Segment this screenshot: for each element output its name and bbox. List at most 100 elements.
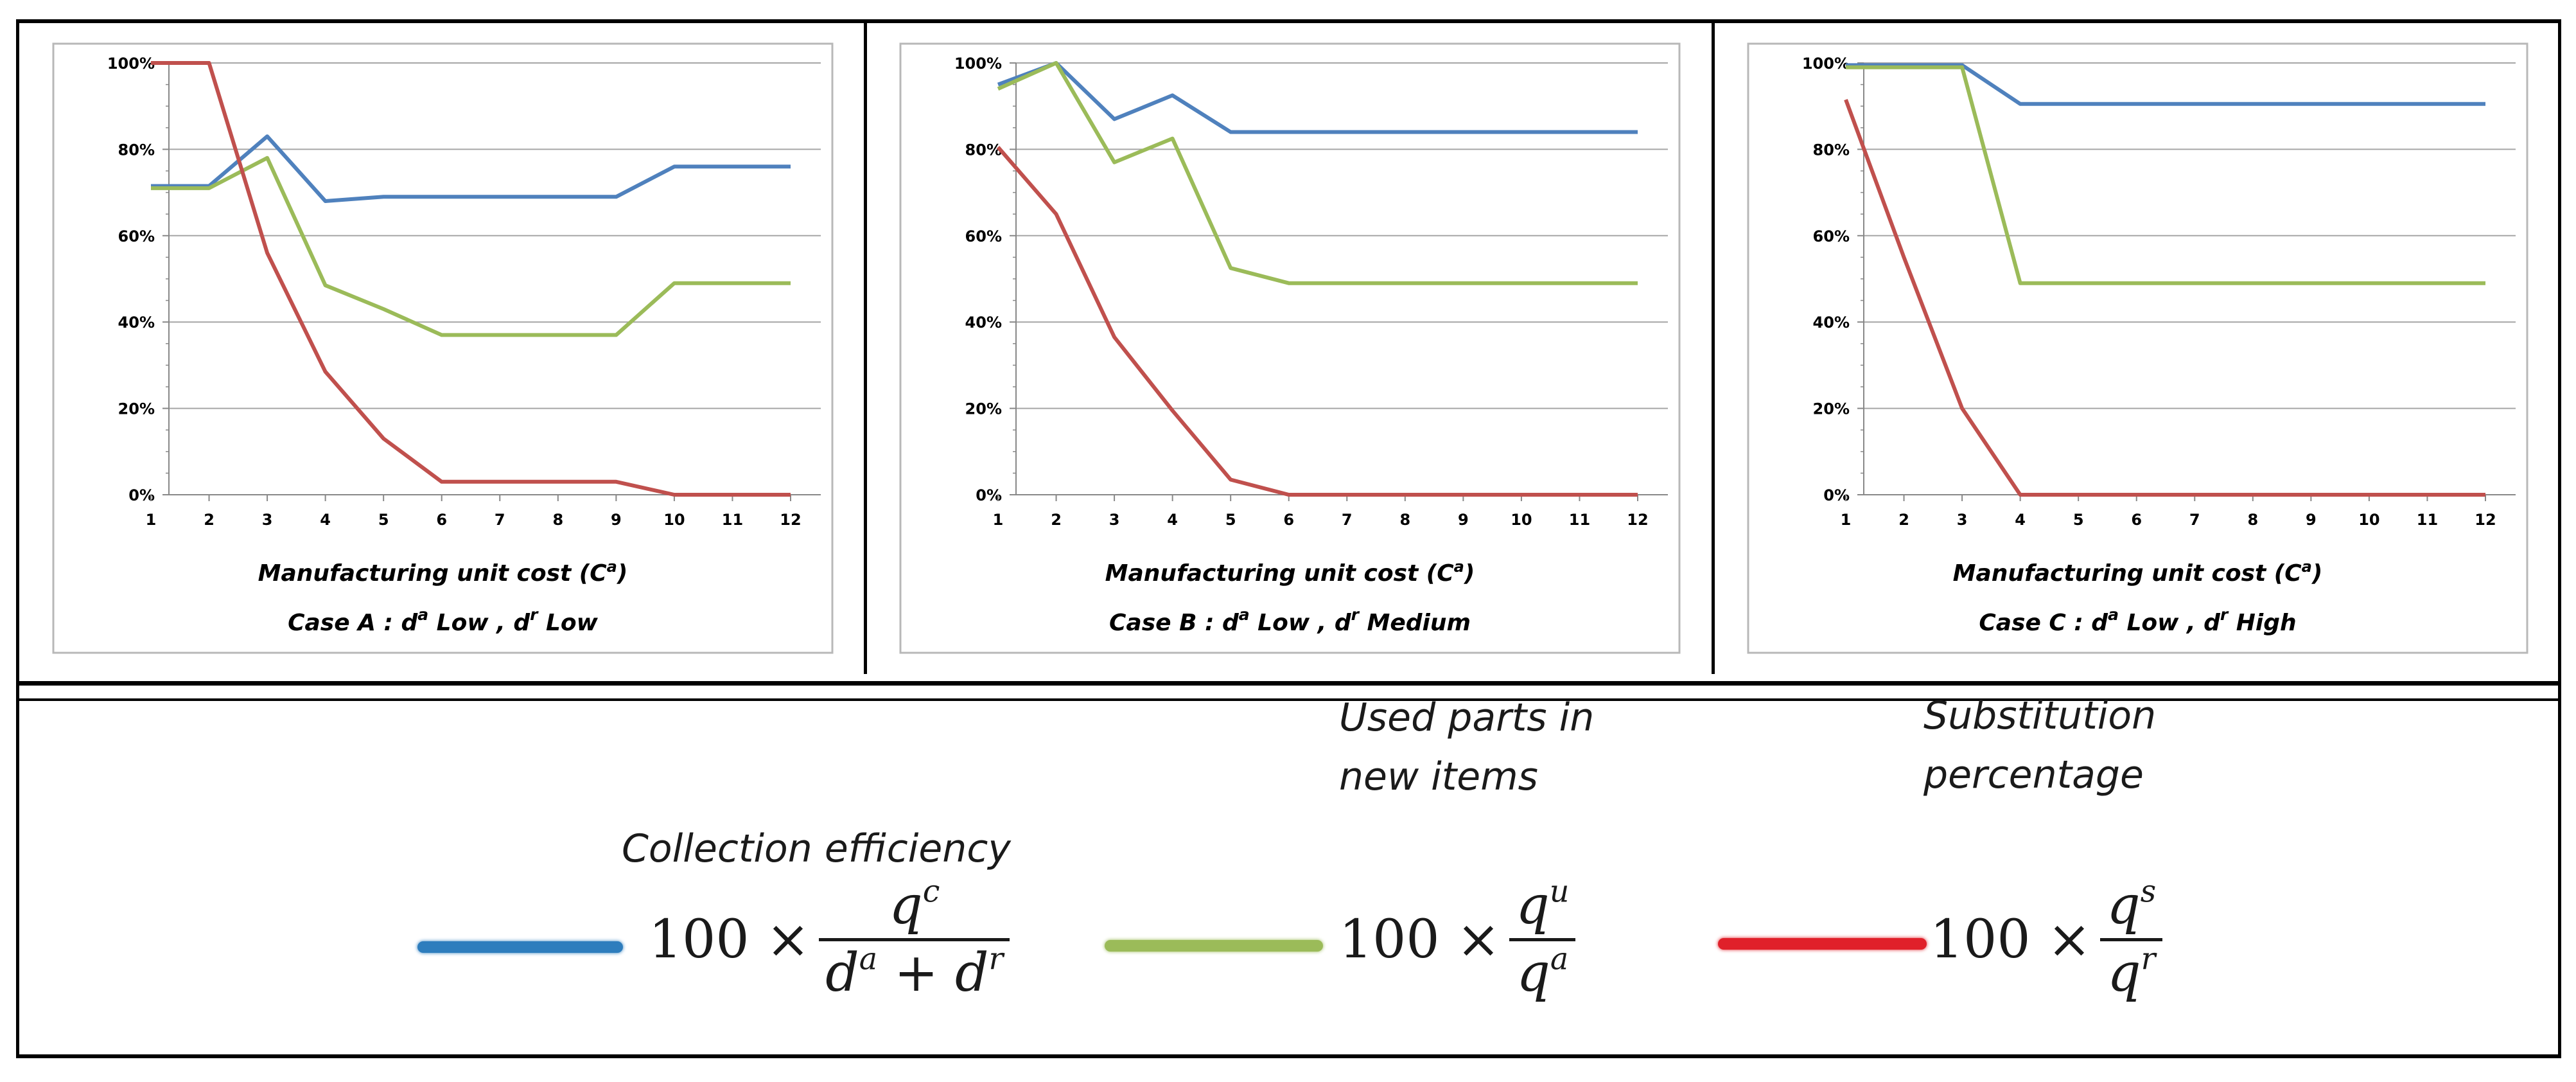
x-tick-label: 5	[1225, 511, 1236, 529]
formula-denominator: qr	[2107, 941, 2156, 1004]
series-used-parts-in-new-items	[1846, 65, 2485, 285]
y-tick-label: 100%	[107, 55, 155, 73]
formula-coefficient: 100 ×	[1339, 909, 1501, 970]
case-caption-comma: , d	[2186, 610, 2221, 636]
x-tick-label: 6	[2131, 511, 2142, 529]
case-caption-prefix: Case C : d	[1979, 610, 2108, 636]
x-axis-title-close: )	[1464, 560, 1475, 587]
x-axis-title: Manufacturing unit cost (Ca)	[1953, 558, 2323, 587]
case-caption-demand-a: Low	[428, 610, 496, 636]
formula-denominator: da + dr	[825, 941, 1004, 1004]
x-axis-title-sup: a	[2302, 558, 2312, 576]
case-caption-sup-r: r	[530, 605, 539, 624]
legend-title-collection-efficiency: Collection efficiency	[622, 819, 1011, 878]
chart-c: 0%20%40%60%80%100%1 2 3 4 5 6 7 8 9 10 11 12Manufac…	[1747, 42, 2528, 654]
case-caption-demand-r: Medium	[1359, 610, 1471, 636]
legend-formula-used-parts: 100 × qu qa	[1339, 874, 1576, 1006]
x-axis-title-var: C	[2284, 560, 2302, 587]
chart-border	[52, 42, 834, 654]
x-axis-title-var: C	[1437, 560, 1454, 587]
legend-title-line: new items	[1339, 754, 1538, 799]
x-tick-label: 10	[663, 511, 685, 529]
legend-title-line: Used parts in	[1339, 695, 1595, 740]
case-caption-demand-r: Low	[538, 610, 598, 636]
x-tick-label: 10	[1511, 511, 1532, 529]
case-caption-sup-r: r	[1351, 605, 1360, 624]
formula-denominator: qa	[1516, 941, 1569, 1004]
formula-fraction: qs qr	[2100, 874, 2163, 1006]
x-tick-label: 7	[495, 511, 505, 529]
x-axis-title: Manufacturing unit cost (Ca)	[258, 558, 628, 587]
legend-title-line: Collection efficiency	[622, 826, 1011, 871]
legend-title-substitution-percentage: Substitution percentage	[1923, 686, 2156, 804]
divider-1	[864, 23, 867, 674]
x-axis-title-text: Manufacturing unit cost (	[258, 560, 590, 587]
chart-b: 0%20%40%60%80%100%1 2 3 4 5 6 7 8 9 10 11 12Manufac…	[899, 42, 1681, 654]
formula-numerator: qc	[889, 874, 940, 936]
x-tick-label: 5	[378, 511, 389, 529]
series-collection-efficiency	[1846, 63, 2485, 106]
left-border	[16, 19, 19, 1058]
x-axis-title-text: Manufacturing unit cost (	[1105, 560, 1437, 587]
legend-swatch-used-parts	[1105, 940, 1323, 952]
y-tick-label: 60%	[965, 227, 1002, 245]
x-tick-label: 1	[993, 511, 1004, 529]
x-tick-label: 3	[1957, 511, 1968, 529]
chart-border	[899, 42, 1681, 654]
x-tick-label: 11	[722, 511, 743, 529]
x-tick-label: 12	[780, 511, 801, 529]
chart-border	[1747, 42, 2528, 654]
top-rule	[16, 19, 2560, 23]
formula-numerator: qu	[1516, 874, 1570, 936]
x-axis-title-var: C	[590, 560, 607, 587]
case-caption-demand-a: Low	[1250, 610, 1318, 636]
x-tick-label: 8	[2247, 511, 2258, 529]
mid-rule-2	[16, 698, 2560, 701]
x-tick-label: 1	[1841, 511, 1852, 529]
formula-fraction: qu qa	[1509, 874, 1576, 1006]
formula-numerator: qs	[2107, 874, 2157, 936]
formula-fraction: qc da + dr	[819, 874, 1010, 1006]
x-tick-label: 12	[2475, 511, 2496, 529]
y-tick-label: 40%	[1813, 314, 1850, 332]
y-tick-label: 60%	[1813, 227, 1850, 245]
formula-coefficient: 100 ×	[1930, 909, 2092, 970]
x-axis-title-sup: a	[1454, 558, 1464, 576]
case-caption-prefix: Case B : d	[1109, 610, 1240, 636]
case-caption: Case C : da Low , dr High	[1979, 605, 2296, 636]
x-tick-label: 3	[262, 511, 273, 529]
y-tick-label: 60%	[118, 227, 155, 245]
x-tick-label: 11	[1569, 511, 1590, 529]
x-tick-label: 9	[2306, 511, 2317, 529]
x-tick-label: 5	[2073, 511, 2084, 529]
right-border	[2558, 19, 2561, 1058]
formula-fraction-bar	[1509, 938, 1576, 941]
legend-formula-collection-efficiency: 100 × qc da + dr	[649, 874, 1010, 1006]
y-tick-label: 100%	[1802, 55, 1850, 73]
x-axis-title-text: Manufacturing unit cost (	[1953, 560, 2285, 587]
y-tick-label: 80%	[965, 141, 1002, 159]
x-axis-title-close: )	[2311, 560, 2322, 587]
legend-title-used-parts: Used parts in new items	[1339, 688, 1594, 806]
bottom-rule	[16, 1054, 2560, 1058]
x-tick-label: 11	[2417, 511, 2438, 529]
x-tick-label: 7	[1342, 511, 1353, 529]
case-caption-comma: , d	[1317, 610, 1352, 636]
y-tick-label: 40%	[118, 314, 155, 332]
x-tick-label: 2	[1051, 511, 1062, 529]
x-tick-label: 6	[1283, 511, 1294, 529]
formula-fraction-bar	[2100, 938, 2163, 941]
series-used-parts-in-new-items	[997, 61, 1638, 285]
x-tick-label: 2	[204, 511, 215, 529]
y-tick-label: 80%	[118, 141, 155, 159]
x-tick-label: 2	[1898, 511, 1909, 529]
chart-a: 0%20%40%60%80%100%1 2 3 4 5 6 7 8 9 10 11 12Manufac…	[52, 42, 834, 654]
x-tick-label: 4	[320, 511, 331, 529]
case-caption-comma: , d	[495, 610, 530, 636]
case-caption-demand-r: High	[2228, 610, 2296, 636]
x-axis-title-sup: a	[607, 558, 617, 576]
legend-title-line: percentage	[1923, 752, 2144, 797]
legend-swatch-substitution-percentage	[1718, 938, 1927, 950]
x-tick-label: 6	[436, 511, 447, 529]
case-caption-sup-a: a	[1239, 605, 1250, 624]
